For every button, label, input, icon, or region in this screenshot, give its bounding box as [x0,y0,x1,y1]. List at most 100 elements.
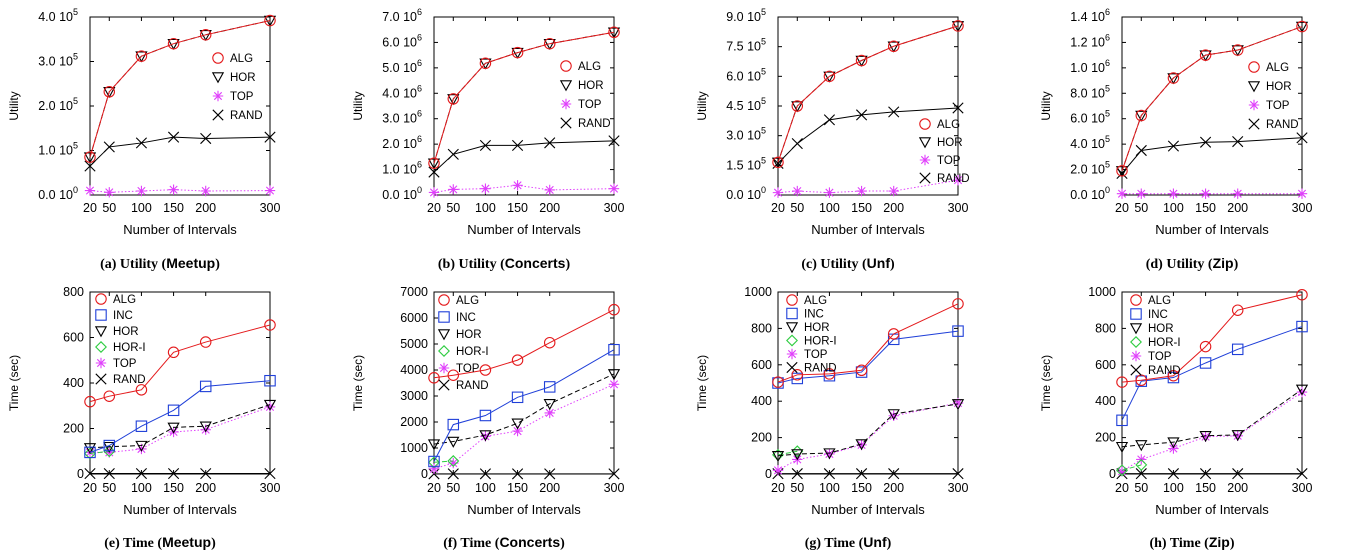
legend-marker [786,294,798,306]
series-line [89,20,271,158]
data-point [952,174,964,186]
x-tick-label: 100 [819,481,840,495]
x-tick-label: 300 [260,481,281,495]
data-point [1167,140,1180,152]
legend: ALG HOR TOP RAND [211,52,263,122]
series-rand [1116,132,1308,179]
legend-marker [1130,336,1142,348]
y-tick-label: 0.0 100 [382,185,422,202]
chart-panel-g: 0 200 400 600 800 1000 20 50 100 150 200 300 Number … [695,285,968,517]
data-point [543,399,556,411]
data-point [168,184,179,195]
data-point [607,369,621,381]
data-point [791,137,803,150]
x-axis-label: Number of Intervals [811,502,925,517]
data-point [887,41,900,53]
series-rand [428,468,620,480]
data-point [543,381,556,393]
y-tick-label: 0.0 100 [1070,185,1110,202]
data-point [888,468,900,480]
x-tick-label: 20 [771,481,785,495]
series-top [1116,386,1308,477]
legend-marker [1129,323,1143,335]
legend-marker [212,52,224,64]
legend-marker [1130,294,1142,306]
data-point [135,51,148,63]
legend-label: RAND [1148,365,1181,377]
legend-label: TOP [804,349,828,361]
y-tick-label: 1.5 105 [726,155,766,172]
data-point [84,185,96,196]
series-inc [428,343,620,468]
data-point [511,391,524,404]
y-tick-label: 600 [63,331,84,345]
data-point [824,187,835,198]
data-point [887,328,900,340]
legend-label: TOP [1148,351,1172,363]
series-top [428,379,620,474]
chart-panel-c: 0.0 100 1.5 105 3.0 105 4.5 105 6.0 105 7.5 1… [695,7,970,237]
x-tick-label: 150 [1195,481,1216,495]
y-tick-label: 2.0 106 [382,134,422,151]
series-rand [428,135,620,178]
data-point [1232,430,1243,441]
series-hor-i [1116,458,1148,477]
data-point [1199,136,1212,148]
data-point [103,439,116,452]
x-tick-label: 50 [102,201,116,215]
data-point [608,303,620,316]
legend-label: ALG [1266,62,1289,74]
y-tick-label: 200 [63,422,84,436]
data-point [84,446,96,459]
plot-frame [777,16,959,196]
data-point [103,467,115,480]
y-tick-label: 600 [751,358,772,372]
series-line [777,403,959,457]
legend-marker [212,109,224,121]
y-tick-label: 9.0 105 [726,7,766,24]
legend-label: RAND [456,380,489,392]
y-tick-label: 4.5 105 [726,96,766,113]
legend-marker [95,309,107,321]
data-point [167,467,180,480]
data-point [1116,188,1128,199]
series-alg [1116,288,1308,388]
x-tick-label: 150 [851,201,872,215]
data-point [264,401,276,413]
data-point [772,376,784,388]
legend-label: RAND [1266,119,1299,131]
series-line [777,402,959,471]
x-tick-label: 300 [1292,481,1313,495]
data-point [200,467,212,480]
plot-frame [433,16,615,196]
y-tick-label: 1.2 106 [1070,32,1110,49]
data-point [447,436,460,448]
y-tick-label: 800 [63,285,84,299]
legend-marker [1247,81,1261,93]
legend-label: ALG [1148,295,1171,307]
legend-label: INC [113,310,133,322]
legend-marker [919,154,931,166]
series-rand [772,468,964,480]
y-axis-label: Utility [7,91,21,120]
y-tick-label: 7000 [400,285,428,299]
legend-label: TOP [1266,100,1290,112]
legend-label: ALG [113,294,136,306]
x-tick-label: 200 [195,481,216,495]
data-point [1168,188,1179,199]
data-point [103,390,116,402]
legend-marker [95,293,107,305]
data-point [167,131,180,143]
y-axis-label: Time (sec) [351,355,365,411]
x-tick-label: 150 [507,481,528,495]
figure-caption: (e) Time (Meetup) [104,534,216,551]
data-point [1231,304,1244,316]
data-point [792,185,803,197]
figure-caption: (h) Time (Zip) [1149,534,1234,551]
x-tick-label: 20 [427,481,441,495]
data-point [264,185,276,196]
series-hor [427,369,621,451]
data-point [823,114,836,126]
data-point [447,148,459,160]
y-tick-label: 6000 [400,311,428,325]
